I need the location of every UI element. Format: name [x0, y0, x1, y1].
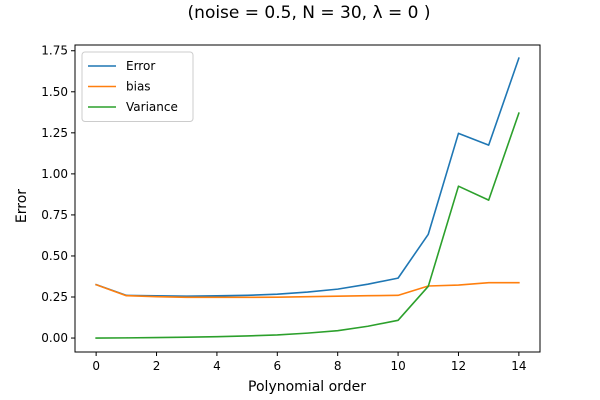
x-tick-label: 6 [273, 359, 281, 373]
y-tick-label: 1.00 [41, 167, 68, 181]
x-tick-label: 4 [213, 359, 221, 373]
x-tick-label: 12 [451, 359, 466, 373]
y-tick-label: 1.25 [41, 126, 68, 140]
y-tick-label: 1.75 [41, 44, 68, 58]
legend-label-variance: Variance [126, 100, 178, 114]
y-axis-ticks: 0.00 0.25 0.50 0.75 1.00 1.25 1.50 1.75 [41, 44, 75, 345]
y-axis-label: Error [14, 189, 30, 223]
legend-label-bias: bias [126, 80, 151, 94]
legend-label-error: Error [126, 59, 155, 73]
chart-title: (noise = 0.5, N = 30, λ = 0 ) [188, 3, 431, 23]
y-tick-label: 1.50 [41, 85, 68, 99]
y-tick-label: 0.50 [41, 249, 68, 263]
y-tick-label: 0.00 [41, 331, 68, 345]
x-tick-label: 14 [511, 359, 526, 373]
y-tick-label: 0.75 [41, 208, 68, 222]
legend-box [81, 51, 194, 122]
series-line-error [95, 57, 520, 297]
x-tick-label: 0 [92, 359, 100, 373]
x-tick-label: 8 [334, 359, 342, 373]
x-axis-label: Polynomial order [248, 379, 366, 395]
x-tick-label: 2 [153, 359, 161, 373]
series-line-variance [95, 112, 520, 339]
legend: Error bias Variance [81, 51, 194, 122]
x-tick-label: 10 [390, 359, 405, 373]
series-line-bias [95, 281, 520, 299]
x-axis-ticks: 0 2 4 6 8 10 12 14 [92, 352, 527, 373]
axes-frame [74, 44, 541, 353]
series-lines [95, 57, 520, 339]
y-tick-label: 0.25 [41, 290, 68, 304]
